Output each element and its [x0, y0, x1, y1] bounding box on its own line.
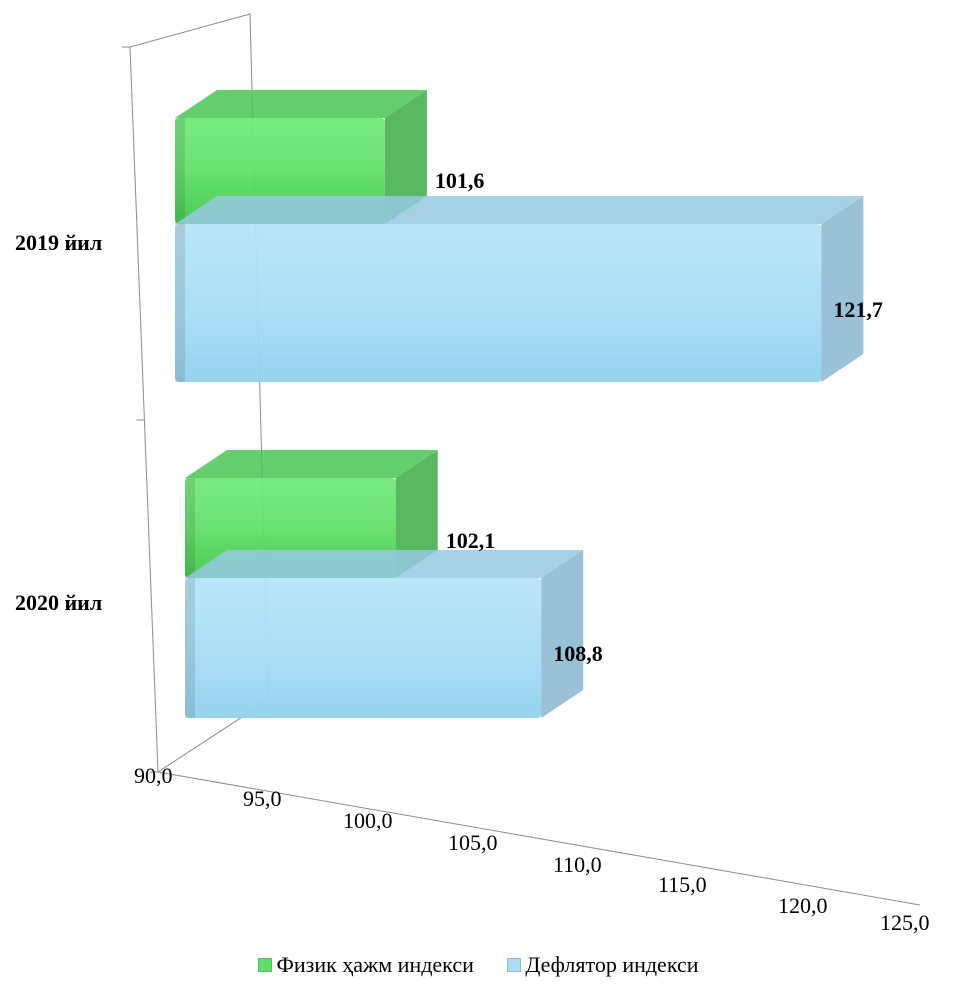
bar-front-face [175, 224, 822, 382]
bar-side-face [541, 550, 584, 718]
bar-front-face [185, 578, 542, 718]
x-tick-label: 125,0 [880, 910, 930, 935]
bar [185, 550, 584, 718]
legend-label-physical: Физик ҳажм индекси [276, 952, 474, 977]
x-tick-label: 90,0 [134, 763, 173, 788]
legend: Физик ҳажм индекси Дефлятор индекси [0, 952, 957, 978]
legend-swatch-physical [258, 958, 273, 972]
bar-left-shade [175, 118, 185, 224]
bar [175, 196, 864, 382]
bar-side-face [395, 450, 438, 578]
bar-top-face [175, 196, 864, 224]
data-label: 121,7 [833, 297, 883, 322]
category-label: 2020 йил [15, 590, 102, 615]
bar-top-face [185, 550, 584, 578]
legend-swatch-deflator [507, 958, 522, 972]
data-label: 108,8 [553, 641, 603, 666]
chart-area: 90,0 95,0 100,0 105,0 110,0 115,0 120,0 125,0 20… [15, 13, 930, 935]
bar-top-face [175, 90, 427, 118]
legend-label-deflator: Дефлятор индекси [525, 952, 699, 977]
legend-item-physical: Физик ҳажм индекси [258, 952, 474, 978]
bar-side-face [821, 196, 864, 382]
x-tick-label: 110,0 [553, 852, 602, 877]
data-label: 101,6 [435, 168, 485, 193]
value-axis-left-edge [129, 46, 159, 773]
legend-item-deflator: Дефлятор индекси [507, 952, 699, 978]
x-tick-label: 100,0 [343, 808, 393, 833]
bar-left-shade [185, 578, 195, 718]
bar-left-shade [185, 478, 195, 578]
bars [175, 90, 864, 718]
x-tick-label: 95,0 [243, 786, 282, 811]
x-tick-label: 120,0 [778, 893, 828, 918]
x-axis-line [157, 771, 921, 906]
data-label: 102,1 [446, 528, 496, 553]
x-tick-label: 105,0 [448, 830, 498, 855]
bar-left-shade [175, 224, 185, 382]
bar-side-face [384, 90, 427, 224]
bar-top-face [185, 450, 438, 478]
x-tick-label: 115,0 [658, 872, 707, 897]
labels: 90,0 95,0 100,0 105,0 110,0 115,0 120,0 125,0 20… [15, 168, 930, 935]
category-label: 2019 йил [15, 230, 102, 255]
